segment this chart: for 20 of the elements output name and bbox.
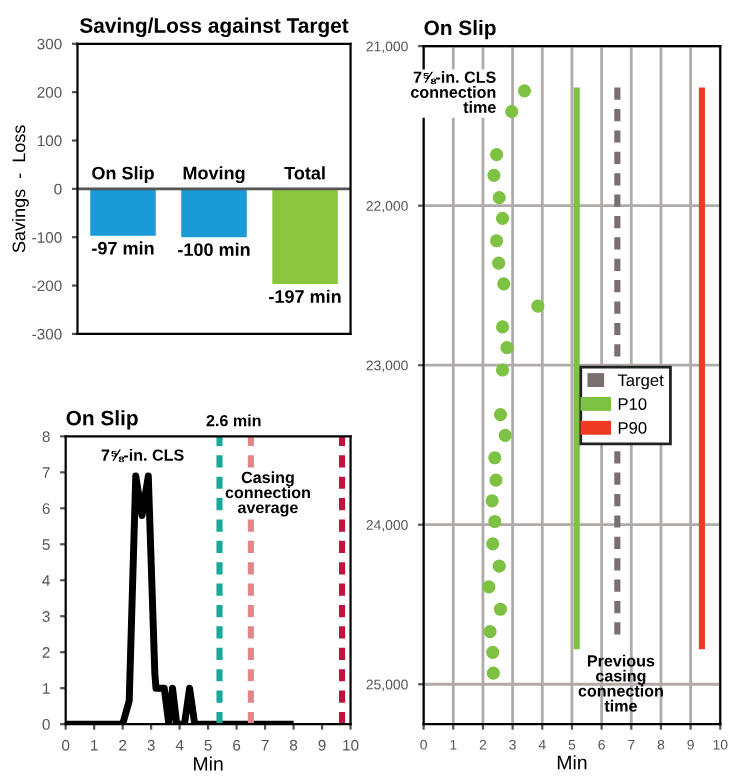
x-tick-label: Total — [284, 166, 325, 180]
annotation: 7⅝-in. CLS — [101, 448, 184, 463]
data-label: -100 min — [178, 242, 250, 257]
legend-label: Target — [617, 374, 664, 390]
text: 2.6 min — [206, 414, 261, 427]
annotation: 7⅝-in. CLS connection time — [411, 71, 496, 113]
x-axis-title: Min — [194, 756, 223, 771]
data-label: -197 min — [269, 289, 341, 303]
y-axis-title: Savings - Loss — [12, 125, 29, 253]
data-label: -97 min — [92, 241, 154, 255]
chart-title: On Slip — [66, 410, 138, 430]
chart-title: On Slip — [424, 19, 496, 40]
x-tick-label: On Slip — [92, 166, 154, 184]
annotation: Previous casing connection time — [578, 654, 663, 712]
x-axis-title: Min — [557, 755, 587, 770]
legend-label: P10 — [618, 398, 647, 410]
chart-title: Saving/Loss against Target — [79, 17, 349, 38]
annotation: Casing connection average — [225, 471, 310, 517]
legend-label: P90 — [618, 422, 647, 434]
x-tick-label: Moving — [183, 166, 245, 184]
